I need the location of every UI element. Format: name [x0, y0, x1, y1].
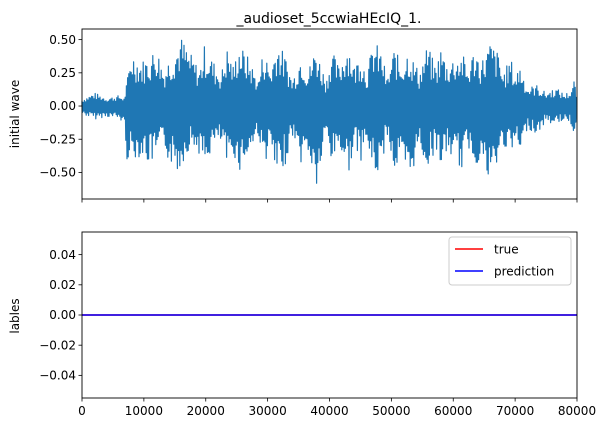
wave-ytick-label: 0.50 [49, 33, 76, 47]
legend: true prediction [448, 236, 572, 286]
labels-ytick-label: −0.02 [39, 338, 76, 352]
labels-xtick-label: 50000 [372, 404, 410, 418]
labels-subplot: lables 0.04 0.02 0.00 −0.02 −0.04 0 10000 2000… [8, 231, 596, 418]
labels-xtick-label: 60000 [434, 404, 472, 418]
labels-xtick-label: 80000 [558, 404, 596, 418]
wave-ytick-label: −0.50 [39, 166, 76, 180]
labels-ytick-label: 0.04 [49, 248, 76, 262]
labels-ytick-label: 0.00 [49, 308, 76, 322]
labels-y-ticks: 0.04 0.02 0.00 −0.02 −0.04 [39, 248, 82, 383]
wave-y-ticks: 0.50 0.25 0.00 −0.25 −0.50 [39, 33, 82, 180]
wave-x-ticks [81, 199, 578, 203]
labels-xtick-label: 30000 [249, 404, 287, 418]
wave-subplot: _audioset_5ccwiaHEcIQ_1. initial wave 0.… [8, 11, 578, 203]
labels-xtick-label: 0 [78, 404, 86, 418]
labels-xtick-label: 70000 [496, 404, 534, 418]
labels-xtick-label: 20000 [187, 404, 225, 418]
wave-title: _audioset_5ccwiaHEcIQ_1. [236, 11, 422, 27]
wave-ytick-label: −0.25 [39, 132, 76, 146]
legend-label-true: true [494, 243, 519, 257]
wave-ylabel: initial wave [8, 80, 22, 148]
labels-x-ticks: 0 10000 20000 30000 40000 50000 60000 70000 8000… [78, 398, 596, 418]
labels-ytick-label: 0.02 [49, 278, 76, 292]
legend-label-prediction: prediction [494, 265, 554, 279]
wave-series-line [81, 39, 577, 184]
labels-ylabel: lables [8, 298, 22, 333]
labels-xtick-label: 10000 [125, 404, 163, 418]
labels-xtick-label: 40000 [310, 404, 348, 418]
wave-ytick-label: 0.25 [49, 66, 76, 80]
labels-ytick-label: −0.04 [39, 369, 76, 383]
wave-plot-area [81, 39, 577, 184]
wave-ytick-label: 0.00 [49, 99, 76, 113]
